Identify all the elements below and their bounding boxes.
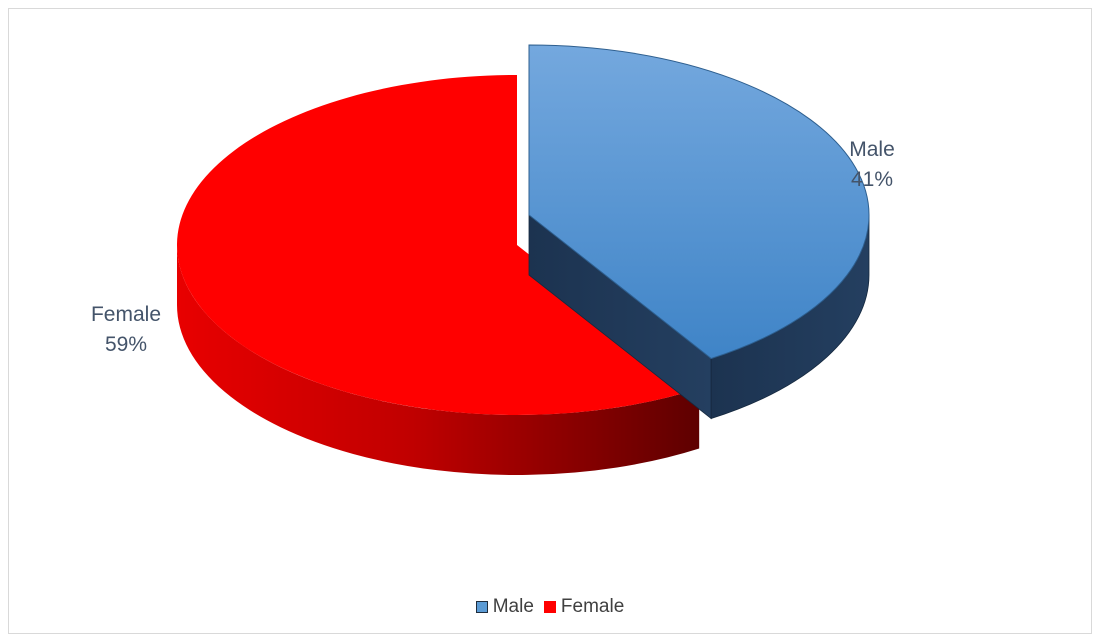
legend-item-female: Female	[543, 596, 625, 618]
male-slice	[528, 44, 870, 360]
data-label-female-line-1: Female	[91, 303, 161, 326]
chart-legend: Male Female	[0, 596, 1100, 618]
female-slice	[177, 75, 700, 415]
legend-label-male: Male	[492, 596, 534, 617]
data-label-female-line-2: 59%	[105, 333, 147, 356]
data-label-male-line-2: 41%	[851, 168, 893, 191]
female-slice-side	[176, 245, 700, 475]
data-label-male-line-1: Male	[849, 138, 895, 161]
legend-label-female: Female	[560, 596, 625, 617]
legend-swatch-male	[475, 601, 488, 613]
legend-item-male: Male	[475, 596, 534, 618]
legend-swatch-female	[543, 601, 556, 613]
